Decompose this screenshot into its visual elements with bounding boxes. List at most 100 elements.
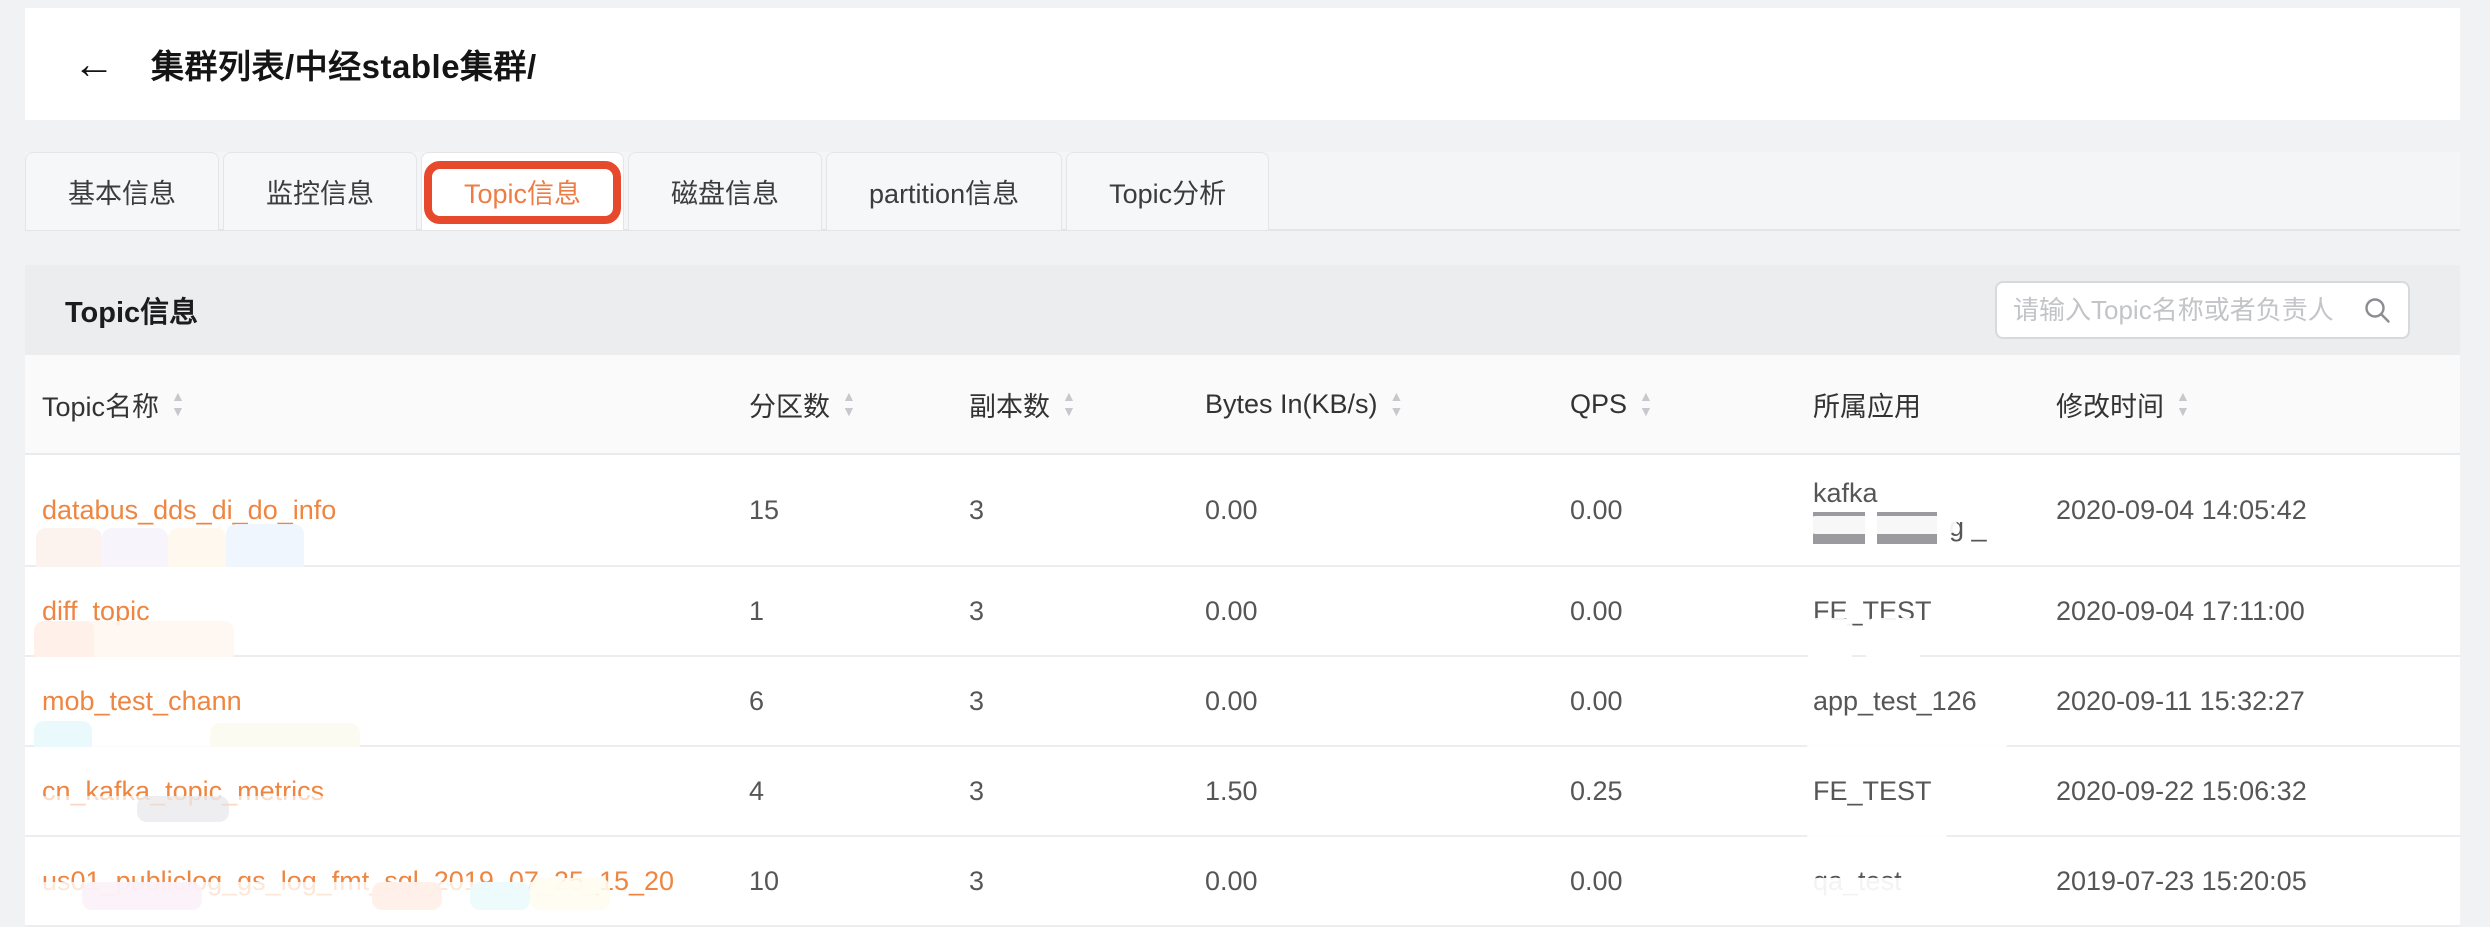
column-header-bytes-in: Bytes In(KB/s) ▲ ▼ — [1205, 389, 1570, 420]
caret-up-icon: ▲ — [2176, 388, 2190, 404]
bytes-in-cell: 0.00 — [1205, 595, 1258, 626]
table-header-row: Topic名称 ▲ ▼ 分区数 ▲ ▼ 副本数 ▲ ▼ Bytes In(KB/s) … — [25, 355, 2460, 455]
caret-down-icon: ▼ — [842, 403, 856, 419]
caret-up-icon: ▲ — [1639, 388, 1653, 404]
sort-icon[interactable]: ▲ ▼ — [171, 389, 185, 419]
app-cell: qa_test — [1807, 864, 2056, 902]
column-header-partitions: 分区数 ▲ ▼ — [749, 385, 969, 424]
qps-cell: 0.00 — [1570, 685, 1623, 716]
topic-search-box[interactable] — [1995, 281, 2410, 339]
column-label: 副本数 — [969, 391, 1050, 422]
partitions-cell: 6 — [749, 685, 765, 716]
table-row: mob_test_chann 6 3 0.00 0.00 app_test_12… — [25, 657, 2460, 761]
app-cell: kafka g _ — [1807, 476, 2056, 545]
tab-label: Topic分析 — [1109, 179, 1227, 209]
tab-disk-info[interactable]: 磁盘信息 — [628, 152, 823, 230]
app-name: app_test_126 — [1813, 686, 1977, 716]
caret-up-icon: ▲ — [1389, 388, 1404, 404]
app-cell: FE_TEST — [1807, 594, 2056, 662]
sort-icon[interactable]: ▲ ▼ — [842, 389, 856, 419]
replicas-cell: 3 — [969, 494, 985, 525]
topic-name-cell: diff_topic — [34, 595, 749, 663]
sort-icon[interactable]: ▲ ▼ — [1390, 389, 1404, 419]
caret-down-icon: ▼ — [1062, 403, 1076, 419]
caret-up-icon: ▲ — [1062, 388, 1076, 404]
app-name-line2: g _ — [1813, 510, 2056, 545]
tab-monitor-info[interactable]: 监控信息 — [223, 152, 417, 230]
search-icon[interactable] — [2362, 295, 2392, 325]
table-row: cn_kafka_topic_metrics 4 3 1.50 0.25 FE_… — [25, 747, 2460, 844]
redaction-block — [1813, 512, 1865, 545]
modified-time-cell: 2020-09-11 15:32:27 — [2056, 685, 2305, 716]
modified-time-cell: 2019-07-23 15:20:05 — [2056, 865, 2307, 896]
redaction-block — [1877, 512, 1937, 545]
column-header-replicas: 副本数 ▲ ▼ — [969, 385, 1205, 424]
tab-label: Topic信息 — [464, 179, 582, 209]
partitions-cell: 10 — [749, 865, 780, 896]
column-label: 修改时间 — [2056, 391, 2164, 422]
breadcrumb-title: 集群列表/中经stable集群/ — [151, 48, 537, 85]
qps-cell: 0.00 — [1570, 595, 1623, 626]
qps-cell: 0.00 — [1570, 865, 1623, 896]
topic-link[interactable]: cn_kafka_topic_metrics — [42, 775, 325, 806]
page-header: ← 集群列表/中经stable集群/ — [25, 8, 2460, 120]
topic-name-cell: databus_dds_di_do_info — [36, 494, 749, 576]
app-cell: app_test_126 — [1807, 684, 2056, 754]
back-arrow-icon[interactable]: ← — [73, 40, 115, 87]
tab-bar: 基本信息 监控信息 Topic信息 磁盘信息 partition信息 Topic… — [25, 152, 2460, 231]
replicas-cell: 3 — [969, 865, 985, 896]
tab-label: partition信息 — [869, 179, 1020, 209]
sort-icon[interactable]: ▲ ▼ — [1062, 389, 1076, 419]
caret-down-icon: ▼ — [171, 403, 185, 419]
topic-link[interactable]: us01_publiclog_gs_log_fmt_sql_2019_07_25… — [42, 865, 675, 896]
topic-link[interactable]: diff_topic — [42, 595, 150, 626]
table-row: diff_topic 1 3 0.00 0.00 FE_TEST 2020-09… — [25, 567, 2460, 663]
tab-label: 监控信息 — [266, 179, 374, 209]
table-row: us01_publiclog_gs_log_fmt_sql_2019_07_25… — [25, 837, 2460, 927]
replicas-cell: 3 — [969, 595, 985, 626]
tab-label: 磁盘信息 — [671, 179, 780, 209]
tab-topic-analysis[interactable]: Topic分析 — [1066, 152, 1270, 230]
topic-section-header: Topic信息 — [25, 265, 2460, 355]
caret-up-icon: ▲ — [171, 388, 185, 404]
tab-label: 基本信息 — [68, 179, 176, 209]
column-label: 分区数 — [749, 391, 830, 422]
tab-partition-info[interactable]: partition信息 — [826, 152, 1063, 230]
app-cell: FE_TEST — [1807, 774, 2056, 844]
column-label: 所属应用 — [1813, 391, 1921, 422]
qps-cell: 0.00 — [1570, 494, 1623, 525]
sort-icon[interactable]: ▲ ▼ — [1639, 389, 1653, 419]
app-line2-fragment: g _ — [1949, 511, 1987, 542]
modified-time-cell: 2020-09-04 14:05:42 — [2056, 494, 2307, 525]
tab-topic-info[interactable]: Topic信息 — [421, 152, 625, 230]
sort-icon[interactable]: ▲ ▼ — [2176, 389, 2190, 419]
section-title: Topic信息 — [65, 297, 199, 329]
column-label: QPS — [1570, 388, 1628, 419]
partitions-cell: 15 — [749, 494, 780, 525]
search-input[interactable] — [2013, 294, 2362, 326]
app-name: FE_TEST — [1813, 596, 1932, 626]
app-name: qa_test — [1813, 866, 1902, 896]
bytes-in-cell: 0.00 — [1205, 685, 1258, 716]
column-header-modified-time: 修改时间 ▲ ▼ — [2056, 385, 2460, 424]
partitions-cell: 1 — [749, 595, 765, 626]
caret-down-icon: ▼ — [2176, 403, 2190, 419]
topic-link[interactable]: databus_dds_di_do_info — [42, 494, 337, 525]
topic-link[interactable]: mob_test_chann — [42, 685, 242, 716]
modified-time-cell: 2020-09-04 17:11:00 — [2056, 595, 2305, 626]
replicas-cell: 3 — [969, 775, 985, 806]
caret-up-icon: ▲ — [842, 388, 856, 404]
topic-name-cell: us01_publiclog_gs_log_fmt_sql_2019_07_25… — [36, 865, 749, 910]
column-header-qps: QPS ▲ ▼ — [1570, 389, 1813, 420]
bytes-in-cell: 0.00 — [1205, 865, 1258, 896]
column-label: Bytes In(KB/s) — [1205, 388, 1378, 419]
tab-basic-info[interactable]: 基本信息 — [25, 152, 219, 230]
app-name: FE_TEST — [1813, 776, 1932, 806]
table-row: databus_dds_di_do_info 15 3 0.00 0.00 ka… — [25, 455, 2460, 576]
app-name-line1: kafka — [1813, 477, 1878, 508]
topic-name-cell: cn_kafka_topic_metrics — [36, 775, 749, 822]
qps-cell: 0.25 — [1570, 775, 1623, 806]
column-header-topic-name: Topic名称 ▲ ▼ — [42, 385, 749, 424]
bytes-in-cell: 0.00 — [1205, 494, 1258, 525]
column-header-app: 所属应用 — [1813, 385, 2056, 424]
